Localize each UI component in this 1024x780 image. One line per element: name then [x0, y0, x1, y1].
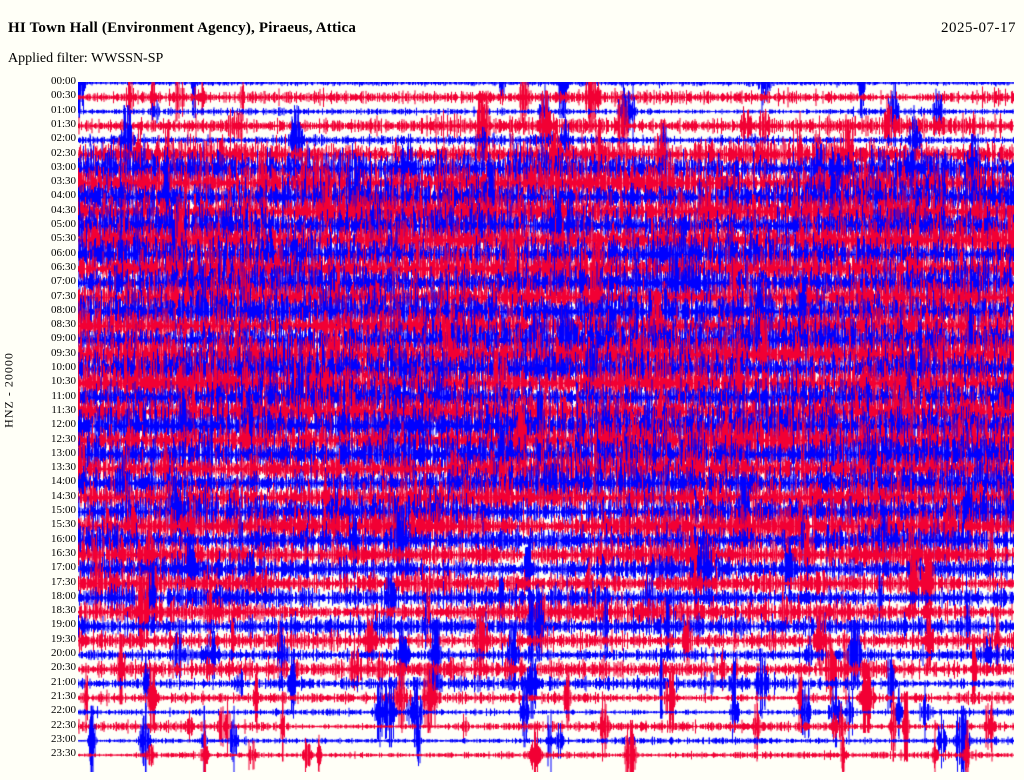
time-axis-label: 14:30: [50, 489, 76, 502]
time-axis-label: 17:00: [50, 561, 76, 574]
time-axis-label: 04:00: [50, 189, 76, 202]
time-axis-label: 14:00: [50, 475, 76, 488]
time-axis-label: 21:30: [50, 689, 76, 702]
time-axis-label: 21:00: [50, 675, 76, 688]
time-axis-label: 19:30: [50, 632, 76, 645]
time-axis-label: 02:30: [50, 146, 76, 159]
time-axis-label: 01:00: [50, 103, 76, 116]
time-axis-label: 07:00: [50, 275, 76, 288]
time-axis-label: 10:30: [50, 375, 76, 388]
time-axis-label: 00:00: [50, 75, 76, 87]
time-axis-label: 19:00: [50, 618, 76, 631]
time-axis-label: 01:30: [50, 117, 76, 130]
time-axis-label: 07:30: [50, 289, 76, 302]
time-axis-label: 16:00: [50, 532, 76, 545]
page-title: HI Town Hall (Environment Agency), Pirae…: [8, 20, 357, 36]
time-axis-label: 03:30: [50, 175, 76, 188]
seismogram-plot: [78, 82, 1014, 772]
time-axis-label: 23:30: [50, 747, 76, 760]
time-axis-label: 05:30: [50, 232, 76, 245]
time-axis-label: 18:00: [50, 589, 76, 602]
time-axis-label: 04:30: [50, 203, 76, 216]
time-axis-label: 23:00: [50, 732, 76, 745]
time-axis-label: 20:00: [50, 647, 76, 659]
time-axis: 00:00 00:30 01:00 01:30 02:00 02:30 03:00 03:30…: [0, 0, 76, 780]
time-axis-label: 15:00: [50, 504, 76, 516]
time-axis-label: 22:30: [50, 718, 76, 731]
time-axis-label: 13:00: [50, 446, 76, 459]
time-axis-label: 13:30: [50, 461, 76, 474]
applied-filter-label: Applied filter: WWSSN-SP: [8, 51, 164, 66]
seismogram-canvas: [78, 82, 1014, 772]
time-axis-label: 03:00: [50, 160, 76, 173]
time-axis-label: 17:30: [50, 575, 76, 588]
time-axis-label: 11:00: [51, 389, 76, 402]
time-axis-label: 22:00: [50, 704, 76, 717]
time-axis-label: 12:00: [50, 418, 76, 431]
time-axis-label: 06:30: [50, 260, 76, 273]
time-axis-label: 20:30: [50, 661, 76, 674]
record-date: 2025-07-17: [941, 20, 1016, 36]
time-axis-label: 08:00: [50, 303, 76, 316]
time-axis-label: 18:30: [50, 604, 76, 617]
time-axis-label: 05:00: [50, 218, 76, 230]
time-axis-label: 08:30: [50, 318, 76, 331]
time-axis-label: 06:00: [50, 246, 76, 259]
time-axis-label: 16:30: [50, 546, 76, 559]
time-axis-label: 10:00: [50, 361, 76, 373]
time-axis-label: 11:30: [51, 403, 76, 416]
time-axis-label: 02:00: [50, 132, 76, 145]
time-axis-label: 09:00: [50, 332, 76, 345]
time-axis-label: 00:30: [50, 89, 76, 102]
time-axis-label: 15:30: [50, 518, 76, 531]
time-axis-label: 12:30: [50, 432, 76, 445]
time-axis-label: 09:30: [50, 346, 76, 359]
